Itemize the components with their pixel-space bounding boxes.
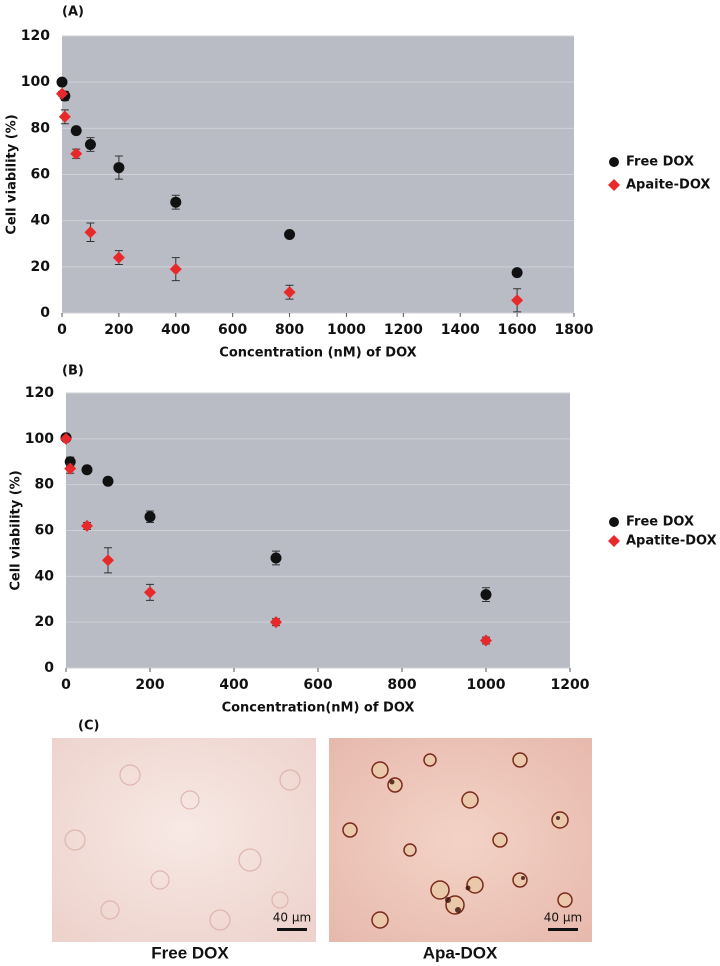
x-tick-label: 200 xyxy=(135,677,164,693)
data-point xyxy=(169,263,182,276)
data-point xyxy=(283,286,296,299)
y-tick-label: 120 xyxy=(21,28,50,44)
x-tick-label: 400 xyxy=(219,677,248,693)
legend-marker xyxy=(609,157,619,167)
legend-label: Free DOX xyxy=(626,515,694,530)
data-point xyxy=(102,554,114,567)
data-point xyxy=(84,226,97,239)
data-point xyxy=(60,432,72,445)
x-axis-label: Concentration (nM) of DOX xyxy=(219,346,416,361)
x-tick-label: 0 xyxy=(57,322,67,338)
y-tick-label: 20 xyxy=(35,614,55,630)
x-tick-label: 1400 xyxy=(441,322,480,338)
legend-label: Apaite-DOX xyxy=(626,178,710,193)
data-point xyxy=(102,475,114,487)
x-tick-label: 1000 xyxy=(467,677,506,693)
x-tick-label: 0 xyxy=(61,677,71,693)
data-point xyxy=(270,616,282,629)
x-tick-label: 800 xyxy=(387,677,416,693)
data-point xyxy=(511,267,523,279)
y-tick-label: 120 xyxy=(25,385,54,401)
x-tick-label: 200 xyxy=(104,322,133,338)
panel-label: (C) xyxy=(78,719,99,734)
data-point xyxy=(144,511,156,523)
x-tick-label: 400 xyxy=(161,322,190,338)
scale-bar-label: 40 μm xyxy=(273,911,311,925)
data-point xyxy=(270,552,282,564)
y-tick-label: 100 xyxy=(25,431,54,447)
scale-bar-label: 40 μm xyxy=(544,911,582,925)
data-point xyxy=(480,634,492,647)
y-tick-label: 20 xyxy=(31,259,51,275)
legend-marker xyxy=(609,517,619,527)
legend-marker xyxy=(608,179,620,191)
y-tick-label: 0 xyxy=(44,660,54,676)
x-tick-label: 1800 xyxy=(555,322,594,338)
data-point xyxy=(284,229,296,241)
data-point xyxy=(144,586,156,599)
y-tick-label: 60 xyxy=(35,523,55,539)
x-tick-label: 600 xyxy=(303,677,332,693)
image-caption: Free DOX xyxy=(151,943,229,962)
legend-label: Free DOX xyxy=(626,155,694,170)
data-point xyxy=(480,589,492,601)
data-point xyxy=(58,110,71,123)
y-tick-label: 0 xyxy=(40,305,50,321)
legend-label: Apatite-DOX xyxy=(626,534,717,549)
data-point xyxy=(70,125,82,137)
y-tick-label: 80 xyxy=(31,120,51,136)
micrograph xyxy=(52,738,592,942)
y-tick-label: 60 xyxy=(31,167,51,183)
data-point xyxy=(113,162,125,174)
data-point xyxy=(56,87,68,100)
data-point xyxy=(81,519,93,532)
x-tick-label: 1200 xyxy=(551,677,590,693)
y-tick-label: 40 xyxy=(31,213,51,229)
y-axis-label: Cell viability (%) xyxy=(9,470,24,590)
x-tick-label: 1600 xyxy=(498,322,537,338)
data-point xyxy=(70,147,83,160)
y-tick-label: 100 xyxy=(21,74,50,90)
x-tick-label: 800 xyxy=(275,322,304,338)
data-point xyxy=(64,462,77,475)
y-tick-label: 80 xyxy=(35,477,55,493)
data-point xyxy=(511,294,524,307)
y-axis-label: Cell viability (%) xyxy=(5,114,20,234)
legend-marker xyxy=(608,535,620,547)
panel-label: (B) xyxy=(62,364,84,379)
data-point xyxy=(84,138,96,150)
image-caption: Apa-DOX xyxy=(423,943,498,962)
data-point xyxy=(56,76,68,88)
x-tick-label: 600 xyxy=(218,322,247,338)
x-axis-label: Concentration(nM) of DOX xyxy=(222,701,415,716)
data-point xyxy=(81,464,93,476)
x-tick-label: 1000 xyxy=(327,322,366,338)
panel-label: (A) xyxy=(62,5,84,20)
x-tick-label: 1200 xyxy=(384,322,423,338)
y-tick-label: 40 xyxy=(35,568,55,584)
data-point xyxy=(112,251,125,264)
data-point xyxy=(170,196,182,208)
